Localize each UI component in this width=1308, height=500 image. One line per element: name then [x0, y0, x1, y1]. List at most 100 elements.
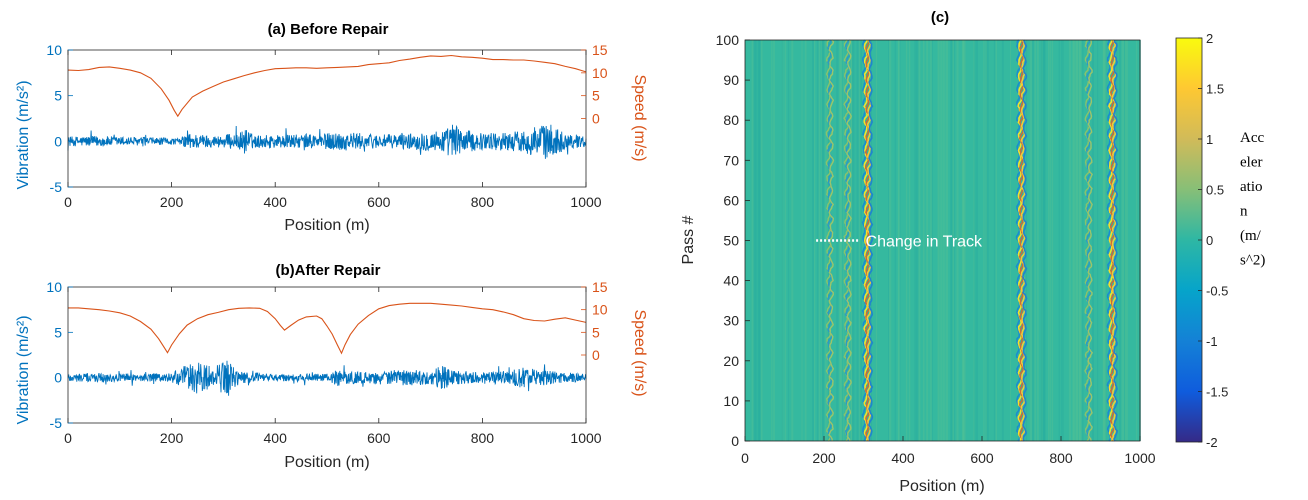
texture-streak: [888, 40, 890, 441]
panel-c-y-ticks: 0 10 20 30 40 50 60 70 80 90 100: [716, 32, 750, 449]
texture-streak: [753, 40, 756, 441]
texture-streak: [985, 40, 987, 441]
y-right-tick-label: 15: [592, 42, 608, 58]
panel-a-ylabel-left: Vibration (m/s²): [15, 80, 32, 189]
x-tick-label: 1000: [570, 430, 601, 446]
y-tick-label: 50: [723, 233, 739, 249]
colorbar-tick-label: -2: [1206, 435, 1218, 450]
texture-streak: [918, 40, 921, 441]
dominant-band: [1017, 39, 1023, 442]
colorbar-tick-label: 2: [1206, 31, 1213, 46]
dominant-band: [863, 39, 869, 442]
texture-streak: [787, 40, 790, 441]
secondary-band: [846, 39, 852, 442]
texture-streak: [801, 40, 803, 441]
dominant-band: [1108, 39, 1114, 442]
panel-c-title: (c): [931, 9, 949, 26]
texture-streak: [1042, 40, 1045, 441]
texture-streak: [1068, 40, 1072, 441]
y-tick-label: 30: [723, 313, 739, 329]
y-right-tick-label: 15: [592, 279, 608, 295]
panel-b-title: (b)After Repair: [275, 262, 380, 279]
secondary-band: [1087, 39, 1094, 442]
texture-streak: [818, 40, 821, 441]
x-tick-label: 800: [471, 430, 495, 446]
panel-b-ylabel-right: Speed (m/s): [631, 309, 648, 396]
heatmap-texture: [751, 40, 1141, 441]
colorbar-tick-label: -1.5: [1206, 385, 1228, 400]
colorbar-ticks: -2 -1.5 -1 -0.5 0 0.5 1 1.5 2: [1198, 31, 1228, 450]
panel-b-vibration-line: [67, 360, 587, 396]
texture-streak: [1072, 40, 1075, 441]
panel-a-vibration-line: [67, 124, 587, 159]
texture-streak: [1119, 40, 1121, 441]
y-tick-label: 80: [723, 112, 739, 128]
x-tick-label: 0: [64, 430, 72, 446]
panel-b-ylabel-left: Vibration (m/s²): [15, 315, 32, 424]
texture-streak: [1102, 40, 1106, 441]
texture-streak: [1040, 40, 1043, 441]
colorbar-title-line: (m/: [1240, 228, 1262, 244]
x-tick-label: 400: [264, 430, 288, 446]
colorbar-tick-label: 1: [1206, 132, 1213, 147]
x-tick-label: 0: [741, 450, 749, 466]
colorbar-title-line: n: [1240, 204, 1248, 220]
y-tick-label: 70: [723, 152, 739, 168]
texture-streak: [869, 40, 871, 441]
dominant-band: [864, 39, 871, 442]
panel-a-x-ticks: 0 200 400 600 800 1000: [64, 50, 602, 210]
y-left-tick-label: 0: [54, 370, 62, 386]
texture-streak: [1034, 40, 1037, 441]
texture-streak: [916, 40, 919, 441]
texture-streak: [1025, 40, 1028, 441]
x-tick-label: 0: [64, 194, 72, 210]
colorbar-title-line: Acc: [1240, 130, 1264, 146]
x-tick-label: 800: [1049, 450, 1073, 466]
panel-b-left-ticks: -5 0 5 10: [46, 279, 73, 431]
y-right-tick-label: 0: [592, 111, 600, 127]
dominant-band: [1109, 39, 1115, 442]
y-left-tick-label: -5: [50, 179, 63, 195]
texture-streak: [908, 40, 911, 441]
texture-streak: [1125, 40, 1127, 441]
y-tick-label: 90: [723, 72, 739, 88]
colorbar: [1175, 37, 1203, 443]
x-tick-label: 600: [367, 430, 391, 446]
x-tick-label: 600: [367, 194, 391, 210]
texture-streak: [1078, 40, 1081, 441]
texture-streak: [905, 40, 908, 441]
texture-streak: [860, 40, 862, 441]
colorbar-tick-label: 1.5: [1206, 82, 1224, 97]
x-tick-label: 400: [264, 194, 288, 210]
texture-streak: [1075, 40, 1079, 441]
texture-streak: [898, 40, 900, 441]
texture-streak: [771, 40, 773, 441]
texture-streak: [1082, 40, 1084, 441]
texture-streak: [889, 40, 892, 441]
y-tick-label: 10: [723, 393, 739, 409]
texture-streak: [929, 40, 932, 441]
texture-streak: [942, 40, 945, 441]
dominant-band: [868, 39, 874, 442]
panel-a-before-repair: (a) Before Repair 0 200 400 600 800 1000 -505…: [15, 21, 648, 234]
texture-streak: [1058, 40, 1060, 441]
panel-c-ylabel: Pass #: [680, 215, 697, 264]
texture-streak: [1097, 40, 1099, 441]
dominant-band: [1111, 39, 1117, 442]
texture-streak: [781, 40, 783, 441]
x-tick-label: 800: [471, 194, 495, 210]
texture-streak: [1037, 40, 1039, 441]
texture-streak: [946, 40, 949, 441]
texture-streak: [784, 40, 787, 441]
texture-streak: [1051, 40, 1054, 441]
texture-streak: [922, 40, 925, 441]
texture-streak: [1062, 40, 1064, 441]
colorbar-tick-label: 0: [1206, 233, 1213, 248]
texture-streak: [1010, 40, 1012, 441]
panel-b-vibration-series: [67, 360, 587, 396]
texture-streak: [866, 40, 869, 441]
x-tick-label: 200: [812, 450, 836, 466]
y-tick-label: 40: [723, 273, 739, 289]
texture-streak: [1050, 40, 1052, 441]
texture-streak: [825, 40, 828, 441]
